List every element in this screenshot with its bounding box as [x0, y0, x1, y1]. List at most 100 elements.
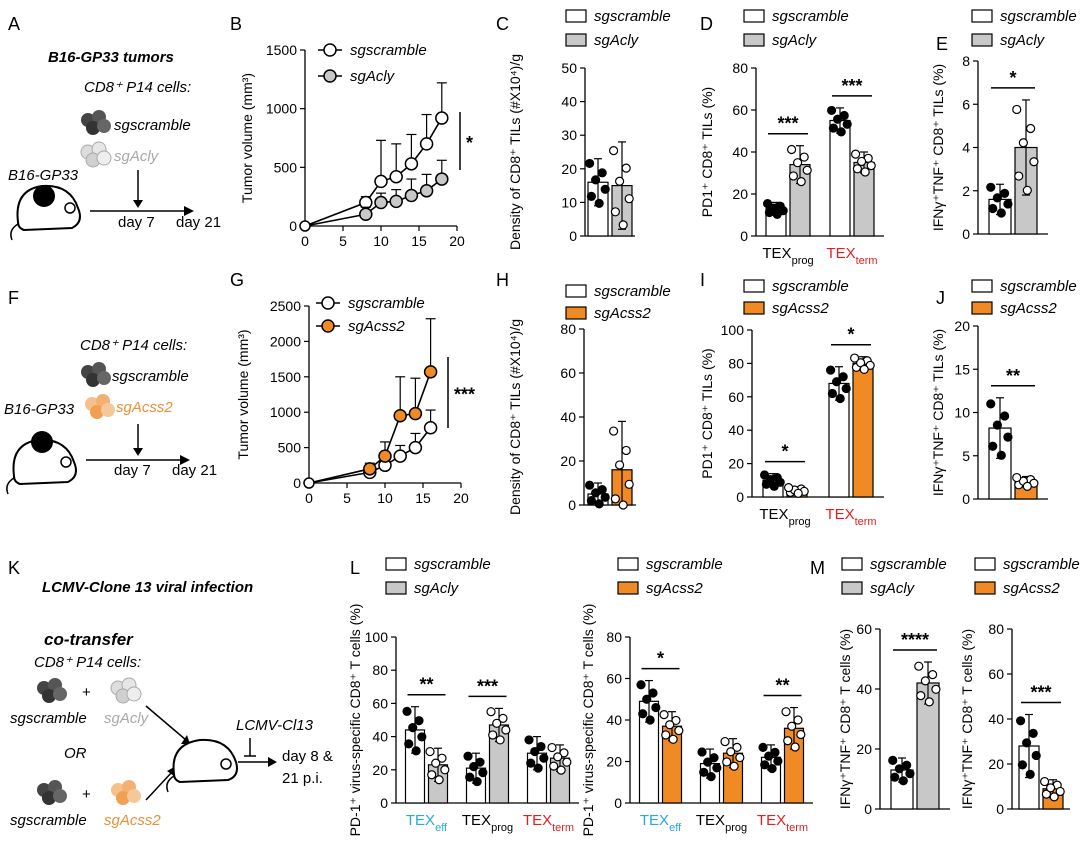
data-point: [1026, 123, 1036, 134]
data-point: [492, 718, 502, 728]
plus-sign: +: [82, 786, 91, 803]
data-point: [787, 721, 797, 731]
data-point: [584, 480, 595, 490]
data-point: [1012, 104, 1022, 115]
cell-cluster-icon: [81, 362, 111, 387]
y-tick-label: 1000: [266, 101, 297, 117]
data-point: [1017, 760, 1028, 770]
category-label: TEXprog: [696, 812, 747, 834]
category-label: TEXprog: [462, 812, 513, 834]
data-point: [931, 684, 941, 694]
significance-marker: **: [1006, 366, 1020, 386]
panel-letter-h: H: [496, 270, 509, 290]
y-tick-label: 100: [365, 629, 389, 645]
y-axis-label: PD1⁺ CD8⁺ TILs (%): [699, 348, 715, 478]
data-point: [888, 755, 898, 766]
data-point: [699, 767, 709, 777]
data-point-sgscramble: [389, 169, 403, 184]
y-tick-label: 20: [728, 456, 744, 472]
or-label: OR: [64, 745, 87, 762]
data-point: [624, 194, 634, 204]
data-point: [586, 496, 597, 506]
data-point: [866, 161, 876, 171]
data-point: [986, 399, 996, 409]
data-point: [898, 776, 908, 786]
model-label: B16-GP33: [8, 167, 79, 184]
significance-marker: ***: [454, 385, 475, 405]
day-label-21: day 21: [176, 214, 221, 231]
group-label-scramble: sgscramble: [10, 812, 87, 829]
data-point: [584, 158, 595, 169]
cell-cluster-icon: [80, 141, 112, 168]
group-label-scramble: sgscramble: [112, 368, 189, 385]
data-point: [759, 470, 770, 480]
y-axis-label: Density of CD8⁺ TILs (#X10⁴)/g: [507, 319, 523, 515]
mouse-icon: [10, 184, 81, 241]
data-point: [792, 158, 803, 168]
data-point: [590, 488, 601, 498]
data-point: [856, 156, 867, 167]
chart-g: G 0 500 1000 1500 2000 2500 Tumor volume (mm³) 0…: [230, 270, 475, 506]
panel-letter-f: F: [8, 288, 19, 308]
panel-letter-i: I: [700, 270, 705, 290]
y-tick-label: 1000: [270, 404, 301, 420]
y-tick-label: 40: [728, 422, 744, 438]
data-point: [1022, 185, 1032, 195]
data-point: [618, 220, 628, 230]
category-label: TEXprog: [759, 506, 810, 528]
legend-swatch-sgscramble: [743, 279, 765, 293]
data-point: [638, 709, 648, 719]
legend-swatch-sgacss2: [743, 301, 765, 315]
legend-label-sgscramble: sgscramble: [1000, 278, 1077, 295]
chart-l2: sgscramble sgAcss2 0 20 40 60 80 PD-1⁺ virus-sp…: [580, 556, 813, 836]
x-tick-label: 5: [339, 233, 347, 249]
data-point: [849, 353, 860, 363]
panel-letter-k: K: [8, 558, 20, 578]
mouse-icon: [166, 738, 238, 793]
data-point: [1000, 411, 1010, 421]
y-tick-label: 6: [962, 96, 970, 112]
y-tick-label: 40: [606, 712, 622, 728]
data-point: [495, 735, 505, 745]
data-point: [659, 710, 669, 720]
legend-swatch-sgacss2: [971, 301, 993, 315]
legend-swatch-sgacly: [841, 581, 863, 595]
data-point: [668, 734, 678, 744]
data-point: [437, 753, 447, 763]
y-tick-label: 0: [736, 489, 744, 505]
y-tick-label: 40: [988, 711, 1004, 727]
data-point: [408, 723, 418, 733]
data-point: [986, 182, 996, 192]
legend-swatch-sgscramble: [385, 557, 407, 571]
data-point-sgscramble: [408, 440, 423, 455]
data-point: [722, 757, 732, 767]
data-point: [465, 772, 475, 782]
y-tick-label: 50: [561, 60, 577, 76]
data-point: [828, 123, 839, 133]
legend-swatch-sgacss2: [974, 581, 996, 595]
y-tick-label: 2000: [270, 333, 301, 349]
y-tick-label: 60: [728, 389, 744, 405]
significance-marker: **: [775, 676, 789, 696]
data-point: [404, 739, 414, 749]
day-label-21: day 21: [172, 462, 217, 479]
data-point: [526, 758, 536, 768]
panel-letter-m: M: [810, 558, 825, 578]
y-tick-label: 60: [560, 365, 576, 381]
cell-cluster-icon: [111, 780, 141, 805]
data-point-sgacss2: [393, 408, 407, 423]
y-tick-label: 1500: [270, 369, 301, 385]
data-point: [536, 741, 546, 752]
significance-marker: ***: [1030, 683, 1051, 703]
data-point: [902, 760, 912, 770]
data-point: [469, 762, 479, 772]
data-point: [836, 127, 846, 137]
y-tick-label: 0: [569, 228, 577, 244]
significance-marker: *: [466, 133, 473, 153]
y-axis-label: PD-1⁺ virus-specific CD8⁺ T cells (%): [347, 604, 363, 837]
y-tick-label: 0: [289, 218, 297, 234]
y-tick-label: 30: [561, 127, 577, 143]
data-point: [621, 445, 631, 456]
data-point: [842, 119, 852, 129]
